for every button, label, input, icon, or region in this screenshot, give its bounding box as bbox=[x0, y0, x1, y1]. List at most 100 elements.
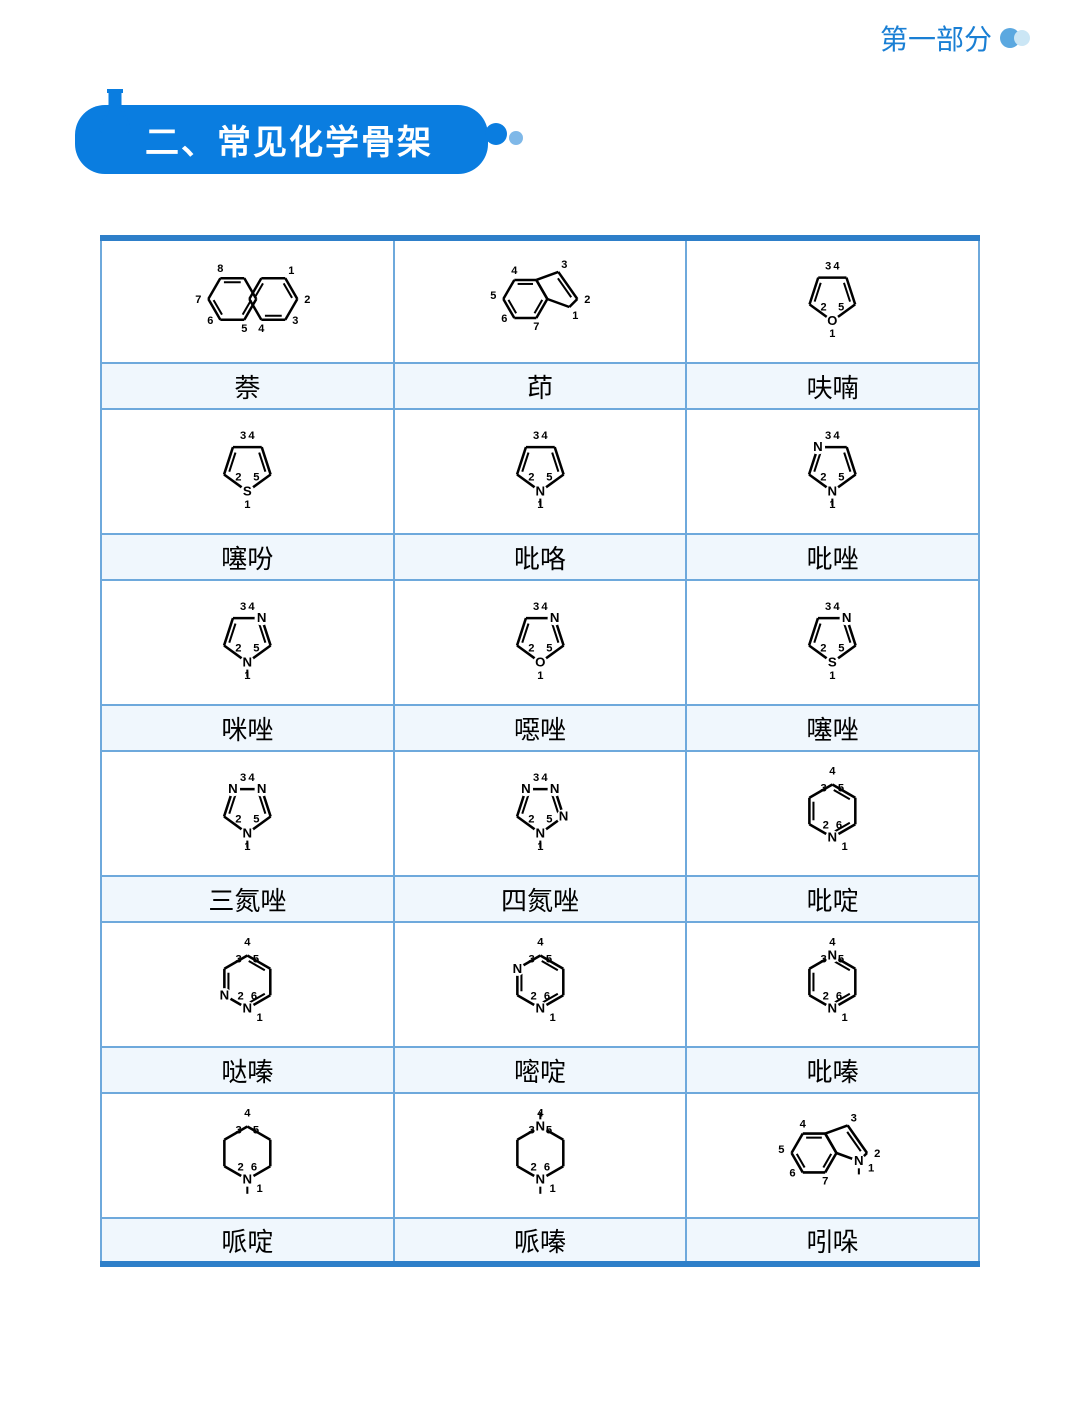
svg-text:N: N bbox=[854, 1153, 864, 1168]
svg-text:3: 3 bbox=[821, 783, 827, 795]
structure-pyridine: N123456 bbox=[686, 751, 979, 876]
svg-text:6: 6 bbox=[836, 990, 842, 1002]
svg-text:7: 7 bbox=[195, 294, 201, 306]
svg-text:N: N bbox=[828, 948, 838, 963]
svg-text:4: 4 bbox=[834, 430, 841, 442]
svg-text:5: 5 bbox=[839, 643, 845, 655]
label-furan: 呋喃 bbox=[686, 363, 979, 409]
svg-text:N: N bbox=[257, 610, 267, 625]
svg-text:2: 2 bbox=[304, 294, 310, 306]
label-pyrazine: 吡嗪 bbox=[686, 1047, 979, 1093]
svg-text:6: 6 bbox=[790, 1168, 796, 1180]
svg-text:1: 1 bbox=[244, 499, 250, 511]
svg-text:5: 5 bbox=[546, 643, 552, 655]
svg-text:6: 6 bbox=[836, 819, 842, 831]
structure-piperidine: N123456 bbox=[101, 1093, 394, 1218]
structure-pyrazine: NN123456 bbox=[686, 922, 979, 1047]
svg-text:1: 1 bbox=[572, 310, 578, 322]
svg-text:1: 1 bbox=[256, 1012, 262, 1024]
structure-thiophene: S12345 bbox=[101, 409, 394, 534]
svg-text:5: 5 bbox=[839, 472, 845, 484]
svg-text:4: 4 bbox=[511, 265, 518, 277]
svg-text:3: 3 bbox=[561, 259, 567, 271]
svg-text:4: 4 bbox=[248, 601, 255, 613]
svg-text:2: 2 bbox=[530, 1161, 536, 1173]
svg-text:N: N bbox=[243, 826, 253, 841]
structure-pyridazine: NN123456 bbox=[101, 922, 394, 1047]
svg-text:O: O bbox=[535, 655, 545, 670]
svg-text:N: N bbox=[521, 781, 531, 796]
svg-text:6: 6 bbox=[251, 990, 257, 1002]
svg-text:3: 3 bbox=[825, 430, 831, 442]
svg-text:O: O bbox=[828, 313, 838, 328]
svg-text:2: 2 bbox=[238, 1161, 244, 1173]
svg-text:2: 2 bbox=[235, 472, 241, 484]
svg-text:S: S bbox=[828, 655, 837, 670]
svg-text:2: 2 bbox=[530, 990, 536, 1002]
label-pyrrole: 吡咯 bbox=[394, 534, 687, 580]
svg-text:3: 3 bbox=[240, 601, 246, 613]
svg-text:N: N bbox=[243, 1172, 253, 1187]
svg-text:3: 3 bbox=[825, 261, 831, 273]
svg-text:3: 3 bbox=[821, 954, 827, 966]
structure-thiazole: SN12345 bbox=[686, 580, 979, 705]
structure-naphthalene: 21345678 bbox=[101, 238, 394, 363]
svg-text:N: N bbox=[220, 987, 230, 1002]
svg-text:4: 4 bbox=[541, 772, 548, 784]
svg-text:7: 7 bbox=[533, 321, 539, 333]
svg-text:5: 5 bbox=[546, 472, 552, 484]
svg-text:N: N bbox=[535, 826, 545, 841]
flask-icon bbox=[95, 87, 135, 137]
svg-text:2: 2 bbox=[821, 643, 827, 655]
svg-text:1: 1 bbox=[842, 841, 848, 853]
label-triazole: 三氮唑 bbox=[101, 876, 394, 922]
svg-text:4: 4 bbox=[248, 430, 255, 442]
svg-text:2: 2 bbox=[821, 301, 827, 313]
svg-text:2: 2 bbox=[874, 1148, 880, 1160]
label-thiazole: 噻唑 bbox=[686, 705, 979, 751]
svg-text:3: 3 bbox=[533, 601, 539, 613]
header-dot-icon bbox=[1000, 28, 1020, 48]
svg-text:6: 6 bbox=[544, 1161, 550, 1173]
svg-text:2: 2 bbox=[528, 472, 534, 484]
svg-text:N: N bbox=[535, 484, 545, 499]
svg-text:S: S bbox=[243, 484, 252, 499]
svg-text:1: 1 bbox=[868, 1162, 874, 1174]
svg-text:N: N bbox=[828, 484, 838, 499]
structure-pyrimidine: NN123456 bbox=[394, 922, 687, 1047]
structure-indole: N1234567 bbox=[686, 1093, 979, 1218]
svg-text:4: 4 bbox=[244, 1107, 251, 1119]
svg-text:4: 4 bbox=[537, 1107, 544, 1119]
svg-text:4: 4 bbox=[830, 765, 837, 777]
label-pyridazine: 哒嗪 bbox=[101, 1047, 394, 1093]
svg-text:3: 3 bbox=[825, 601, 831, 613]
title-dots-icon bbox=[485, 123, 523, 150]
svg-text:5: 5 bbox=[253, 954, 259, 966]
svg-text:N: N bbox=[550, 610, 560, 625]
svg-text:N: N bbox=[243, 655, 253, 670]
svg-text:1: 1 bbox=[537, 499, 543, 511]
svg-text:5: 5 bbox=[490, 290, 496, 302]
svg-text:1: 1 bbox=[537, 841, 543, 853]
svg-text:5: 5 bbox=[253, 1125, 259, 1137]
svg-text:1: 1 bbox=[830, 499, 836, 511]
section-label: 第一部分 bbox=[880, 18, 992, 58]
structure-pyrrole: N12345 bbox=[394, 409, 687, 534]
svg-text:5: 5 bbox=[241, 323, 247, 335]
label-imidazole: 咪唑 bbox=[101, 705, 394, 751]
svg-text:N: N bbox=[842, 610, 852, 625]
svg-text:4: 4 bbox=[834, 601, 841, 613]
label-pyrimidine: 嘧啶 bbox=[394, 1047, 687, 1093]
svg-text:4: 4 bbox=[541, 601, 548, 613]
chemical-structure-table: 213456781234567O12345萘茚呋喃S12345N12345NN1… bbox=[100, 235, 980, 1267]
label-indene: 茚 bbox=[394, 363, 687, 409]
svg-text:1: 1 bbox=[244, 841, 250, 853]
svg-text:6: 6 bbox=[251, 1161, 257, 1173]
svg-text:1: 1 bbox=[244, 670, 250, 682]
svg-text:3: 3 bbox=[236, 1125, 242, 1137]
svg-text:4: 4 bbox=[800, 1118, 807, 1130]
svg-text:4: 4 bbox=[248, 772, 255, 784]
svg-text:N: N bbox=[535, 1001, 545, 1016]
svg-text:7: 7 bbox=[822, 1176, 828, 1188]
structure-indene: 1234567 bbox=[394, 238, 687, 363]
